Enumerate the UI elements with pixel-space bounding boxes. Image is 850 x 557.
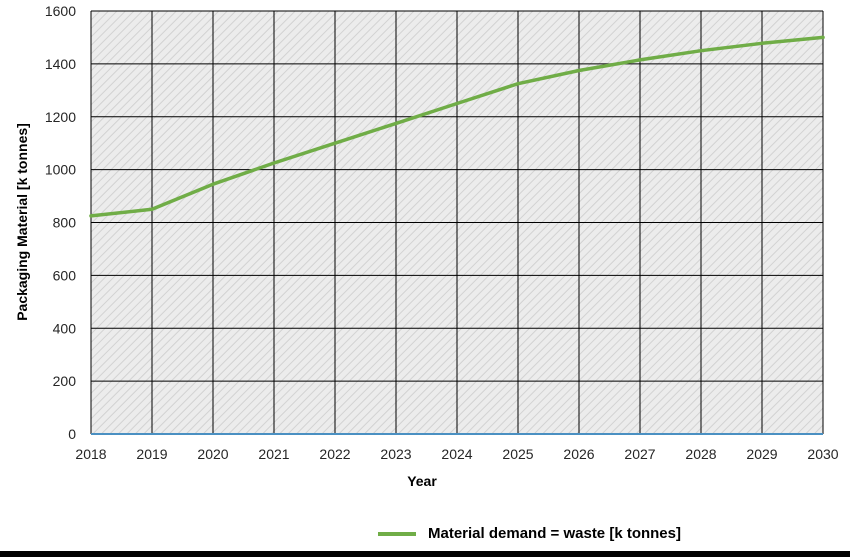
x-tick-label: 2024: [441, 446, 472, 462]
x-tick-label: 2029: [746, 446, 777, 462]
x-tick-label: 2030: [807, 446, 838, 462]
y-tick-label: 1000: [45, 162, 76, 178]
x-tick-label: 2021: [258, 446, 289, 462]
y-tick-label: 400: [53, 320, 77, 336]
bottom-border: [0, 551, 850, 557]
series-layer: [89, 35, 825, 218]
y-tick-label: 200: [53, 373, 77, 389]
x-tick-label: 2018: [75, 446, 106, 462]
x-tick-label: 2027: [624, 446, 655, 462]
legend-label: Material demand = waste [k tonnes]: [428, 525, 681, 542]
x-tick-label: 2025: [502, 446, 533, 462]
data-point: [821, 35, 825, 40]
data-point: [211, 182, 215, 186]
data-point: [516, 82, 520, 86]
x-tick-label: 2022: [319, 446, 350, 462]
y-axis-title: Packaging Material [k tonnes]: [14, 123, 30, 321]
y-tick-label: 1200: [45, 109, 76, 125]
x-tick-label: 2019: [136, 446, 167, 462]
data-point: [150, 207, 154, 211]
data-point: [760, 41, 764, 45]
data-point: [638, 58, 642, 62]
y-tick-label: 600: [53, 267, 77, 283]
data-point: [333, 141, 337, 145]
data-point: [455, 101, 459, 106]
legend-swatch: [378, 531, 416, 536]
x-tick-label: 2028: [685, 446, 716, 462]
x-tick-label: 2026: [563, 446, 594, 462]
data-point: [89, 214, 93, 218]
y-tick-label: 0: [68, 426, 76, 442]
legend: Material demand = waste [k tonnes]: [378, 525, 681, 542]
data-point: [577, 68, 581, 73]
data-point: [394, 121, 398, 125]
tick-labels: 2018 2019 2020 2021 2022 2023 2024 2025 2026 2027…: [45, 3, 839, 462]
y-tick-label: 1600: [45, 3, 76, 19]
y-tick-label: 800: [53, 215, 77, 231]
data-point: [699, 49, 703, 53]
data-point: [272, 161, 276, 165]
gridlines: [90, 10, 824, 435]
y-tick-label: 1400: [45, 56, 76, 72]
x-axis-title: Year: [407, 473, 437, 489]
x-tick-label: 2023: [380, 446, 411, 462]
x-tick-label: 2020: [197, 446, 228, 462]
